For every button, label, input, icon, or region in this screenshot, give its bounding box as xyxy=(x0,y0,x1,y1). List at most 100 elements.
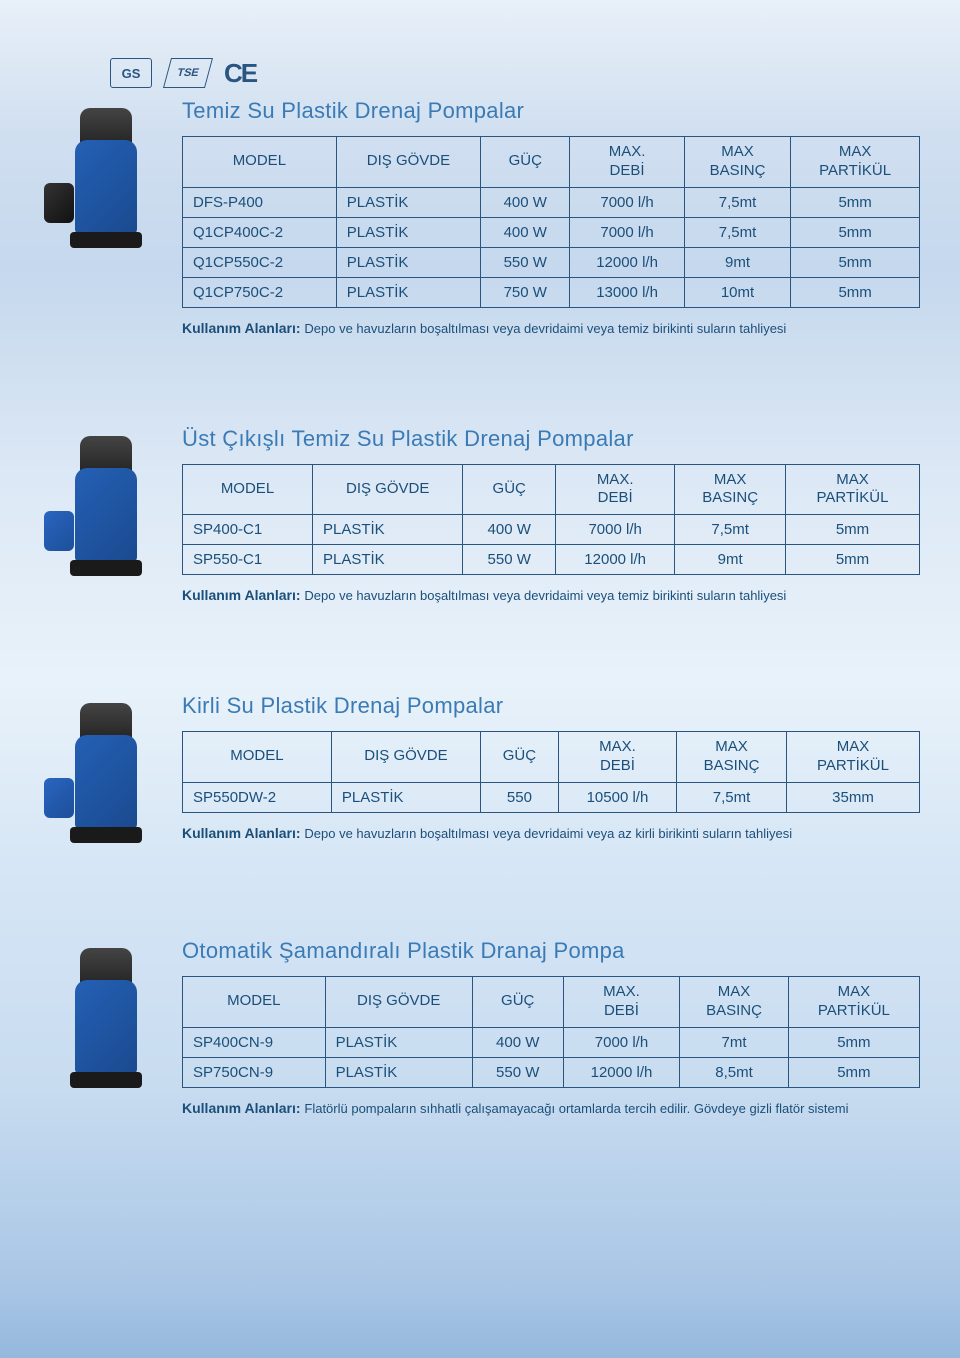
cell-flow: 13000 l/h xyxy=(570,277,685,307)
col-body: DIŞ GÖVDE xyxy=(336,137,480,188)
col-model: MODEL xyxy=(183,977,326,1028)
col-model: MODEL xyxy=(183,732,332,783)
cell-particle: 5mm xyxy=(791,277,920,307)
usage-text: Flatörlü pompaların sıhhatli çalışamayac… xyxy=(304,1101,848,1116)
usage-text: Depo ve havuzların boşaltılması veya dev… xyxy=(304,321,786,336)
section-title: Üst Çıkışlı Temiz Su Plastik Drenaj Pomp… xyxy=(182,426,920,452)
cell-flow: 7000 l/h xyxy=(563,1027,680,1057)
table-row: SP400-C1PLASTİK400 W7000 l/h7,5mt5mm xyxy=(183,515,920,545)
product-image xyxy=(40,426,160,581)
cell-model: SP400-C1 xyxy=(183,515,313,545)
cell-pressure: 10mt xyxy=(684,277,790,307)
col-body: DIŞ GÖVDE xyxy=(331,732,480,783)
cell-particle: 5mm xyxy=(788,1027,919,1057)
cell-body: PLASTİK xyxy=(325,1027,472,1057)
cell-particle: 5mm xyxy=(791,217,920,247)
cell-power: 550 W xyxy=(481,247,570,277)
cell-pressure: 7,5mt xyxy=(675,515,786,545)
table-row: SP550-C1PLASTİK550 W12000 l/h9mt5mm xyxy=(183,545,920,575)
cell-body: PLASTİK xyxy=(312,545,462,575)
usage-label: Kullanım Alanları: xyxy=(182,1100,304,1116)
col-particle: MAXPARTİKÜL xyxy=(787,732,920,783)
spec-table: MODELDIŞ GÖVDEGÜÇMAX.DEBİMAXBASINÇMAXPAR… xyxy=(182,976,920,1088)
cell-model: SP750CN-9 xyxy=(183,1057,326,1087)
cell-body: PLASTİK xyxy=(336,247,480,277)
ce-mark: CE xyxy=(224,58,256,88)
usage-text: Depo ve havuzların boşaltılması veya dev… xyxy=(304,588,786,603)
col-pressure: MAXBASINÇ xyxy=(675,464,786,515)
cell-power: 400 W xyxy=(481,217,570,247)
col-pressure: MAXBASINÇ xyxy=(680,977,788,1028)
col-model: MODEL xyxy=(183,137,337,188)
cell-pressure: 7mt xyxy=(680,1027,788,1057)
section-title: Temiz Su Plastik Drenaj Pompalar xyxy=(182,98,920,124)
col-power: GÜÇ xyxy=(481,732,559,783)
usage-note: Kullanım Alanları: Depo ve havuzların bo… xyxy=(182,825,920,841)
cell-flow: 12000 l/h xyxy=(570,247,685,277)
cell-pressure: 7,5mt xyxy=(684,187,790,217)
product-image xyxy=(40,693,160,848)
spec-table: MODELDIŞ GÖVDEGÜÇMAX.DEBİMAXBASINÇMAXPAR… xyxy=(182,731,920,813)
table-row: SP750CN-9PLASTİK550 W12000 l/h8,5mt5mm xyxy=(183,1057,920,1087)
cell-pressure: 8,5mt xyxy=(680,1057,788,1087)
col-power: GÜÇ xyxy=(463,464,556,515)
cell-flow: 7000 l/h xyxy=(570,217,685,247)
cell-particle: 35mm xyxy=(787,782,920,812)
table-row: DFS-P400PLASTİK400 W7000 l/h7,5mt5mm xyxy=(183,187,920,217)
cell-flow: 12000 l/h xyxy=(556,545,675,575)
usage-text: Depo ve havuzların boşaltılması veya dev… xyxy=(304,826,792,841)
usage-label: Kullanım Alanları: xyxy=(182,587,304,603)
product-image xyxy=(40,938,160,1093)
cell-body: PLASTİK xyxy=(325,1057,472,1087)
section-title: Kirli Su Plastik Drenaj Pompalar xyxy=(182,693,920,719)
cell-pressure: 9mt xyxy=(684,247,790,277)
spec-table: MODELDIŞ GÖVDEGÜÇMAX.DEBİMAXBASINÇMAXPAR… xyxy=(182,136,920,308)
cell-particle: 5mm xyxy=(786,515,920,545)
cell-power: 750 W xyxy=(481,277,570,307)
col-flow: MAX.DEBİ xyxy=(558,732,676,783)
product-section: Otomatik Şamandıralı Plastik Dranaj Pomp… xyxy=(40,938,920,1116)
cell-body: PLASTİK xyxy=(336,187,480,217)
col-pressure: MAXBASINÇ xyxy=(684,137,790,188)
cell-power: 550 W xyxy=(463,545,556,575)
cell-power: 550 xyxy=(481,782,559,812)
cell-body: PLASTİK xyxy=(331,782,480,812)
cell-body: PLASTİK xyxy=(336,277,480,307)
cell-model: Q1CP550C-2 xyxy=(183,247,337,277)
col-body: DIŞ GÖVDE xyxy=(312,464,462,515)
product-image xyxy=(40,98,160,253)
spec-table: MODELDIŞ GÖVDEGÜÇMAX.DEBİMAXBASINÇMAXPAR… xyxy=(182,464,920,576)
col-pressure: MAXBASINÇ xyxy=(677,732,787,783)
cell-pressure: 9mt xyxy=(675,545,786,575)
gs-mark: GS xyxy=(110,58,152,88)
col-particle: MAXPARTİKÜL xyxy=(788,977,919,1028)
cell-particle: 5mm xyxy=(788,1057,919,1087)
table-row: Q1CP400C-2PLASTİK400 W7000 l/h7,5mt5mm xyxy=(183,217,920,247)
cell-body: PLASTİK xyxy=(336,217,480,247)
col-power: GÜÇ xyxy=(472,977,563,1028)
cell-flow: 7000 l/h xyxy=(570,187,685,217)
cell-power: 400 W xyxy=(472,1027,563,1057)
usage-label: Kullanım Alanları: xyxy=(182,825,304,841)
usage-note: Kullanım Alanları: Flatörlü pompaların s… xyxy=(182,1100,920,1116)
cell-flow: 7000 l/h xyxy=(556,515,675,545)
cell-flow: 12000 l/h xyxy=(563,1057,680,1087)
col-body: DIŞ GÖVDE xyxy=(325,977,472,1028)
cell-particle: 5mm xyxy=(791,187,920,217)
cell-pressure: 7,5mt xyxy=(677,782,787,812)
product-section: Temiz Su Plastik Drenaj Pompalar MODELDIŞ… xyxy=(40,98,920,336)
tse-mark: TSE xyxy=(163,58,213,88)
cell-power: 400 W xyxy=(463,515,556,545)
cell-power: 550 W xyxy=(472,1057,563,1087)
col-particle: MAXPARTİKÜL xyxy=(786,464,920,515)
cell-model: DFS-P400 xyxy=(183,187,337,217)
cell-model: SP550-C1 xyxy=(183,545,313,575)
usage-label: Kullanım Alanları: xyxy=(182,320,304,336)
table-row: Q1CP550C-2PLASTİK550 W12000 l/h9mt5mm xyxy=(183,247,920,277)
cell-model: Q1CP750C-2 xyxy=(183,277,337,307)
product-section: Üst Çıkışlı Temiz Su Plastik Drenaj Pomp… xyxy=(40,426,920,604)
section-title: Otomatik Şamandıralı Plastik Dranaj Pomp… xyxy=(182,938,920,964)
col-flow: MAX.DEBİ xyxy=(556,464,675,515)
cell-flow: 10500 l/h xyxy=(558,782,676,812)
cell-pressure: 7,5mt xyxy=(684,217,790,247)
